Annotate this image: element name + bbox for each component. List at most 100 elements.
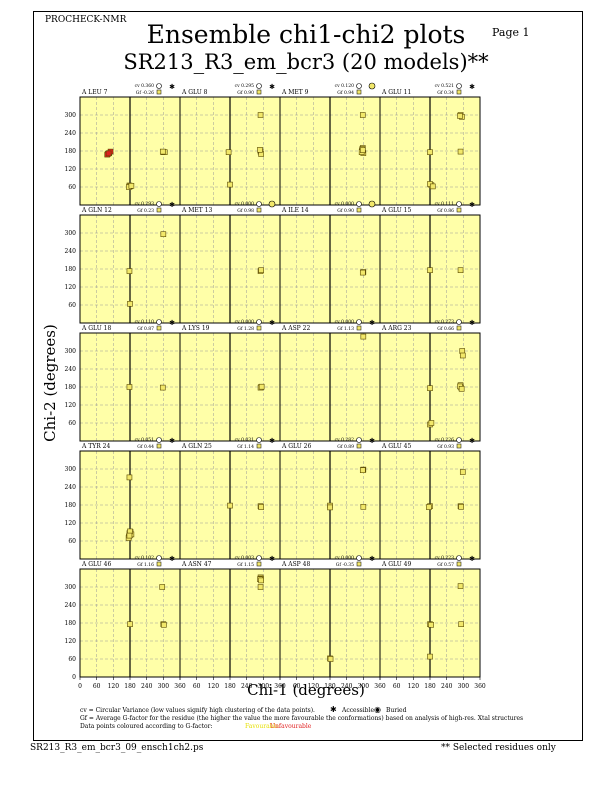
y-axis-label: Chi-2 (degrees) [41,324,59,442]
data-point [427,149,433,155]
panel-border [379,332,481,442]
cv-symbol-icon [456,201,462,207]
gf-symbol-icon [356,561,362,567]
x-tick-label: 360 [174,683,186,690]
cv-symbol-icon [356,437,362,443]
y-tick-label: 120 [65,520,77,527]
cv-value: cv 0.120 [335,83,355,89]
cv-symbol-icon [456,83,462,89]
data-point [427,385,433,392]
gf-value: Gf 0.66 [437,326,454,332]
accessible-icon: ✱ [369,437,375,445]
gf-symbol-icon [456,89,462,95]
x-tick-label: 180 [224,683,236,690]
x-tick-label: 120 [308,683,320,690]
cv-value: cv 0.293 [135,201,155,207]
cv-symbol-icon [456,437,462,443]
cv-symbol-icon [156,83,162,89]
cv-symbol-icon [256,201,262,207]
data-point [327,656,334,662]
gf-value: Gf 0.98 [237,208,254,214]
data-point [428,621,434,628]
gf-value: Gf 0.87 [137,326,154,332]
cv-value: cv 0.031 [235,437,255,443]
data-point [327,504,333,511]
cv-value: cv 0.000 [335,555,355,561]
x-tick-label: 360 [474,683,486,690]
footer-note: ** Selected residues only [441,743,556,753]
cv-value: cv 0.000 [335,201,355,207]
gf-value: Gf 0.57 [437,562,454,568]
y-tick-label: 0 [72,674,76,681]
gf-symbol-icon [156,89,162,95]
residue-label: A TYR 24 [81,443,110,450]
residue-label: A GLU 26 [281,443,311,450]
x-tick-label: 60 [393,683,401,690]
data-point [459,469,466,475]
residue-label: A ASP 22 [281,325,310,332]
gf-value: Gf 0.44 [137,444,154,450]
y-tick-label: 300 [65,230,77,237]
gf-value: Gf 0.93 [437,444,454,450]
cv-symbol-icon [356,319,362,325]
accessible-label: Accessible [342,707,374,714]
residue-label: A GLU 49 [381,561,411,568]
y-tick-label: 300 [65,466,77,473]
residue-label: A GLU 8 [181,89,208,96]
cv-value: cv 0.102 [135,555,155,561]
gf-value: Gf 0.90 [237,90,254,96]
residue-label: A GLN 12 [81,207,112,214]
y-tick-label: 120 [65,166,77,173]
y-tick-label: 180 [65,502,77,509]
data-point [458,621,464,628]
gf-symbol-icon [456,561,462,567]
y-tick-label: 60 [68,302,76,309]
y-tick-label: 240 [65,602,77,609]
gf-symbol-icon [456,207,462,213]
data-point [258,383,265,390]
cv-symbol-icon [156,555,162,561]
gf-symbol-icon [356,89,362,95]
data-point [458,503,464,510]
x-axis-label: Chi-1 (degrees) [247,681,365,699]
data-point [427,267,433,274]
gf-value: Gf 0.34 [437,90,454,96]
data-point [126,268,133,274]
panel-border [379,96,481,206]
y-tick-label: 240 [65,366,77,373]
data-point [126,532,133,539]
y-tick-label: 180 [65,148,77,155]
cv-symbol-icon [456,555,462,561]
y-tick-label: 300 [65,112,77,119]
residue-label: A GLU 18 [81,325,111,332]
cv-symbol-icon [256,319,262,325]
x-tick-label: 360 [274,683,286,690]
gf-symbol-icon [456,325,462,331]
accessible-icon: ✱ [169,201,175,209]
x-tick-label: 240 [241,683,253,690]
gf-symbol-icon [256,207,262,213]
x-tick-label: 240 [341,683,353,690]
gf-value: Gf 0.90 [337,208,354,214]
cv-value: cv 0.521 [435,83,455,89]
footer-filename: SR213_R3_em_bcr3_09_ensch1ch2.ps [30,743,204,753]
gf-value: Gf 0.89 [337,444,354,450]
x-tick-label: 300 [158,683,170,690]
x-tick-label: 180 [324,683,336,690]
accessible-icon: ✱ [369,555,375,563]
cv-symbol-icon [356,201,362,207]
x-tick-label: 180 [424,683,436,690]
data-point [427,653,433,660]
program-name: PROCHECK-NMR [45,15,127,25]
gf-value: Gf 1.14 [237,444,254,450]
page-title: Ensemble chi1-chi2 plots [146,20,466,49]
cv-symbol-icon [256,83,262,89]
accessible-icon: ✱ [469,83,475,91]
gf-value: Gf -0.35 [336,562,354,568]
data-point [126,384,133,390]
data-point [159,384,166,391]
buried-icon [368,200,376,208]
page-frame [33,11,583,741]
y-tick-label: 240 [65,130,77,137]
